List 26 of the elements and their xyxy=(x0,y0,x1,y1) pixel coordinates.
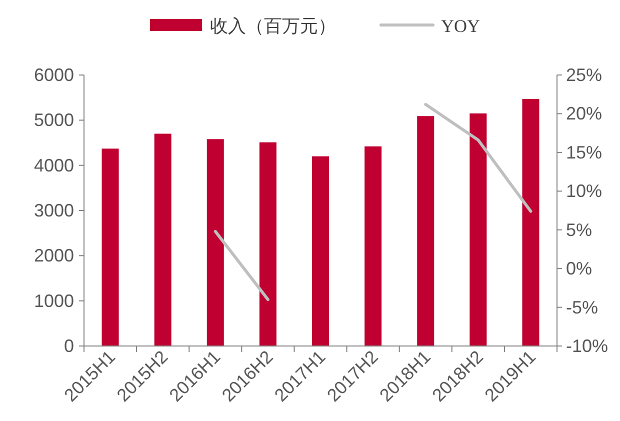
y-tick-label: 2000 xyxy=(34,246,74,266)
y-tick-label: 3000 xyxy=(34,200,74,220)
y2-tick-label: -10% xyxy=(566,336,608,356)
y2-tick-label: 25% xyxy=(566,65,602,85)
bar xyxy=(470,113,487,346)
y2-tick-label: 5% xyxy=(566,220,592,240)
bar xyxy=(206,139,224,346)
bar xyxy=(102,148,119,346)
legend-label: YOY xyxy=(441,16,480,36)
y-tick-label: 5000 xyxy=(34,110,74,130)
y-tick-label: 4000 xyxy=(34,155,74,176)
y-tick-label: 1000 xyxy=(34,290,74,311)
bar xyxy=(259,142,276,346)
y2-tick-label: 15% xyxy=(566,142,602,162)
y-tick-label: 6000 xyxy=(34,65,74,85)
bar xyxy=(154,134,172,346)
legend-label: 收入（百万元） xyxy=(210,16,336,36)
bar xyxy=(312,156,329,346)
y-tick-label: 0 xyxy=(64,336,74,356)
y2-tick-label: 10% xyxy=(566,181,602,202)
bar xyxy=(364,146,382,346)
bar xyxy=(522,98,540,346)
bar xyxy=(417,116,434,346)
y2-tick-label: 20% xyxy=(566,104,602,124)
y2-tick-label: 0% xyxy=(566,258,592,279)
y2-tick-label: -5% xyxy=(566,297,598,318)
